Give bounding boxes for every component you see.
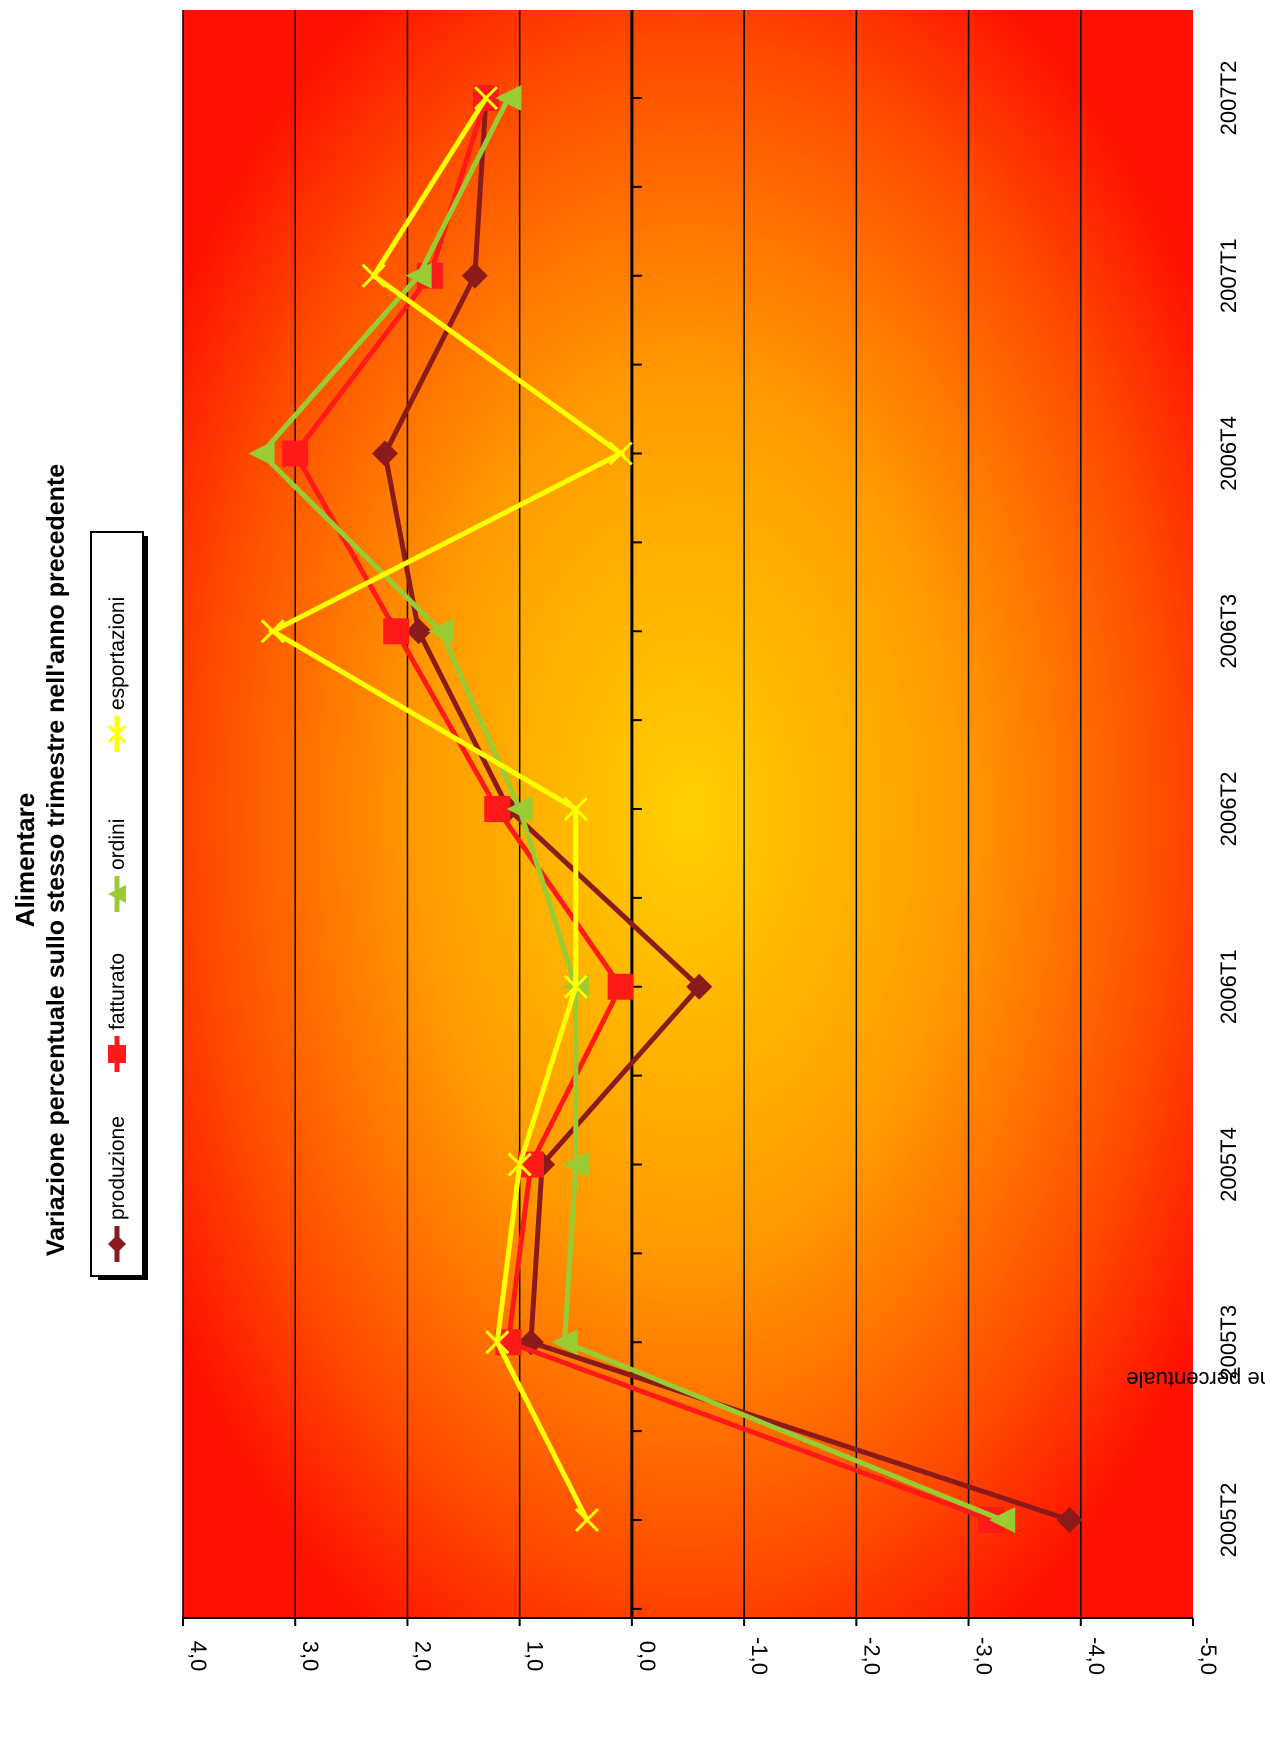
category-tick-label: 2005T2 xyxy=(1216,1483,1241,1558)
legend-swatch-marker xyxy=(108,885,126,903)
data-point-produzione xyxy=(461,262,488,289)
data-point-esportazioni xyxy=(608,441,633,466)
data-point-esportazioni xyxy=(473,85,499,111)
chart-subtitle: Variazione percentuale sullo stesso trim… xyxy=(42,464,70,1256)
value-tick-label: -3,0 xyxy=(972,1637,997,1675)
legend-swatch-marker xyxy=(108,1045,126,1063)
data-point-ordini xyxy=(562,1151,589,1178)
data-point-esportazioni xyxy=(563,974,588,999)
value-tick-label: 2,0 xyxy=(410,1641,435,1672)
data-point-ordini xyxy=(495,85,522,111)
data-point-produzione xyxy=(372,440,398,467)
data-point-esportazioni xyxy=(574,1507,600,1533)
y-axis-title: Variazione percentuale xyxy=(1126,1367,1265,1392)
data-point-ordini xyxy=(405,262,432,289)
value-tick-label: 4,0 xyxy=(186,1641,211,1672)
data-point-fatturato xyxy=(383,618,410,645)
category-tick-label: 2005T3 xyxy=(1216,1305,1241,1380)
series-fatturato xyxy=(282,85,1004,1533)
data-point-esportazioni xyxy=(507,1152,532,1177)
legend-swatch-marker xyxy=(107,724,127,744)
series-esportazioni xyxy=(260,85,633,1533)
value-tick-label: 3,0 xyxy=(298,1641,323,1672)
data-point-esportazioni xyxy=(485,1330,510,1355)
legend-label: produzione xyxy=(106,1116,129,1220)
tick-labels: 4,0 3,0 2,0 1,0 0,0 -1,0 -2,0 -3,0 -4,0 -5,0 2005T… xyxy=(186,61,1241,1675)
legend-label: ordini xyxy=(106,819,129,870)
data-point-ordini xyxy=(248,440,275,467)
category-tick-label: 2005T4 xyxy=(1216,1127,1241,1202)
legend-swatch-marker xyxy=(108,1235,126,1253)
series-ordini xyxy=(248,85,1016,1533)
value-tick-label: -5,0 xyxy=(1196,1637,1221,1675)
category-tick-label: 2006T1 xyxy=(1216,949,1241,1024)
data-point-ordini xyxy=(989,1507,1016,1533)
legend-item: esportazioni xyxy=(106,597,129,752)
legend-item: produzione xyxy=(106,1116,129,1262)
value-tick-label: 0,0 xyxy=(635,1641,660,1672)
data-point-esportazioni xyxy=(361,263,386,288)
category-tick-label: 2006T4 xyxy=(1216,416,1241,491)
value-tick-label: -2,0 xyxy=(859,1637,884,1675)
category-tick-label: 2006T3 xyxy=(1216,594,1241,669)
legend-label: esportazioni xyxy=(106,597,129,710)
data-point-produzione xyxy=(1056,1507,1083,1533)
value-tick-label: -4,0 xyxy=(1084,1637,1109,1675)
category-tick-label: 2007T2 xyxy=(1216,61,1241,136)
category-tick-label: 2007T1 xyxy=(1216,238,1241,313)
title-group: Alimentare Variazione percentuale sullo … xyxy=(10,464,70,1256)
gridlines xyxy=(182,10,1082,1618)
value-tick-label: 1,0 xyxy=(523,1641,548,1672)
legend-item: ordini xyxy=(106,819,129,912)
data-point-fatturato xyxy=(282,440,309,467)
legend-label: fatturato xyxy=(106,953,129,1030)
data-point-produzione xyxy=(686,973,713,1000)
legend-item: fatturato xyxy=(106,953,129,1072)
plot-area-background xyxy=(183,10,1193,1618)
value-tick-label: -1,0 xyxy=(747,1637,772,1675)
y-axis-title-group: Variazione percentuale xyxy=(1126,1367,1265,1392)
series xyxy=(248,85,1083,1533)
data-point-produzione xyxy=(405,618,432,645)
chart-title: Alimentare xyxy=(10,793,40,927)
data-point-ordini xyxy=(428,618,455,645)
category-tick-label: 2006T2 xyxy=(1216,772,1241,847)
data-point-esportazioni xyxy=(563,796,588,822)
data-point-fatturato xyxy=(607,973,634,1000)
data-point-ordini xyxy=(506,796,533,822)
data-point-ordini xyxy=(551,1329,578,1356)
data-point-fatturato xyxy=(484,796,511,822)
axes xyxy=(182,10,1194,1626)
data-point-esportazioni xyxy=(260,619,285,644)
legend: produzione fatturato ordini esportazioni xyxy=(90,531,148,1280)
